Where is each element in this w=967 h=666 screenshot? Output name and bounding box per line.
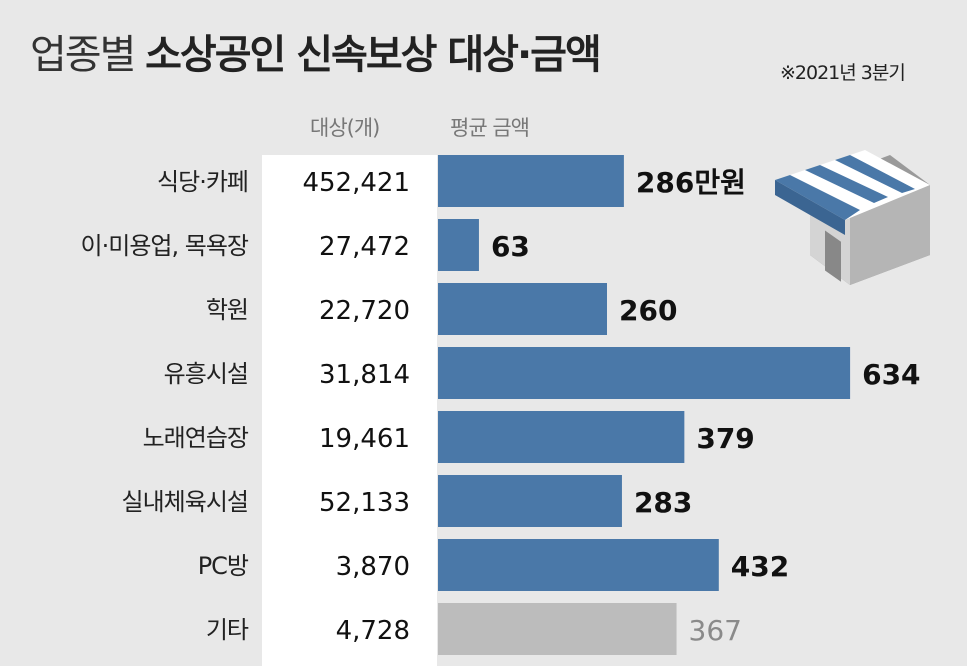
category-label: 유흥시설: [164, 360, 248, 388]
category-label: 식당·카페: [157, 168, 248, 196]
bar: [438, 475, 622, 527]
title-prefix: 업종별: [30, 32, 136, 78]
category-label: 노래연습장: [143, 424, 249, 452]
value-label: 63: [491, 230, 530, 263]
value-label: 379: [696, 422, 754, 455]
bar: [438, 155, 624, 207]
value-label: 432: [731, 550, 789, 583]
count-value: 31,814: [319, 360, 410, 390]
count-value: 4,728: [336, 616, 410, 646]
count-value: 22,720: [319, 296, 410, 326]
category-label: 학원: [206, 296, 248, 324]
count-value: 27,472: [319, 232, 410, 262]
count-value: 3,870: [336, 552, 410, 582]
period-note: ※2021년 3분기: [780, 62, 906, 84]
category-label: 기타: [206, 616, 249, 644]
category-label: 이·미용업, 목욕장: [81, 232, 249, 260]
count-column-background: [262, 155, 437, 666]
value-label: 367: [689, 614, 742, 647]
count-value: 19,461: [319, 424, 410, 454]
store-awning-icon: [775, 150, 930, 285]
category-label: PC방: [198, 552, 249, 580]
bar: [438, 219, 479, 271]
value-label: 634: [862, 358, 920, 391]
value-label: 286만원: [636, 166, 746, 199]
value-label: 260: [619, 294, 677, 327]
chart-title: 업종별 소상공인 신속보상 대상·금액: [30, 22, 602, 80]
count-value: 52,133: [319, 488, 410, 518]
bar: [438, 283, 607, 335]
title-main: 소상공인 신속보상 대상·금액: [145, 32, 602, 78]
bar: [438, 603, 677, 655]
bar: [438, 539, 719, 591]
bar: [438, 411, 685, 463]
bar: [438, 347, 851, 399]
category-label: 실내체육시설: [122, 488, 248, 516]
value-label: 283: [634, 486, 692, 519]
count-value: 452,421: [302, 168, 410, 198]
amount-column-header: 평균 금액: [450, 116, 530, 140]
count-column-header: 대상(개): [310, 116, 380, 140]
